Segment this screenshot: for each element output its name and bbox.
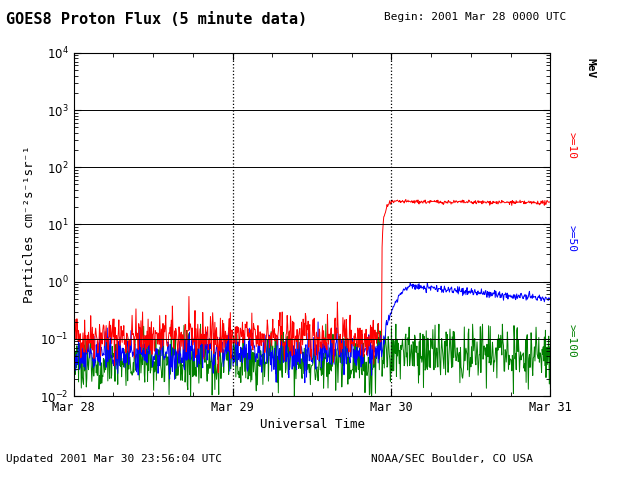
Text: >=50: >=50	[566, 225, 577, 252]
X-axis label: Universal Time: Universal Time	[259, 418, 365, 431]
Text: NOAA/SEC Boulder, CO USA: NOAA/SEC Boulder, CO USA	[371, 454, 533, 464]
Text: MeV: MeV	[586, 58, 596, 78]
Text: Begin: 2001 Mar 28 0000 UTC: Begin: 2001 Mar 28 0000 UTC	[384, 12, 566, 22]
Text: GOES8 Proton Flux (5 minute data): GOES8 Proton Flux (5 minute data)	[6, 12, 308, 27]
Text: >=10: >=10	[566, 132, 577, 159]
Y-axis label: Particles cm⁻²s⁻¹sr⁻¹: Particles cm⁻²s⁻¹sr⁻¹	[23, 145, 36, 303]
Text: Updated 2001 Mar 30 23:56:04 UTC: Updated 2001 Mar 30 23:56:04 UTC	[6, 454, 223, 464]
Text: >=100: >=100	[566, 324, 577, 358]
